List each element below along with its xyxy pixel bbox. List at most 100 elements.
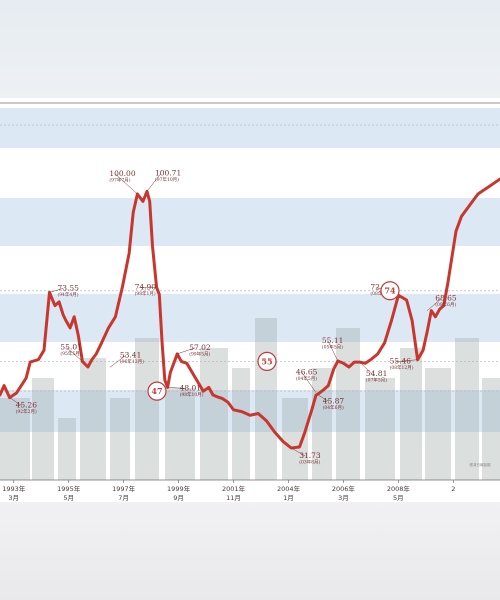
x-tick-year-label: 1999年 (167, 484, 191, 493)
building-silhouette (425, 368, 451, 480)
annotation-value: 100.00 (109, 169, 135, 178)
annotation-date: (05年5月) (322, 343, 343, 350)
x-tick-year-label: 2 (451, 485, 455, 493)
annotation-value: 55.46 (390, 357, 412, 366)
annotation-date: (98年1月) (135, 290, 156, 297)
annotation-value: 54.81 (366, 369, 387, 378)
x-tick-month-label: 1月 (283, 494, 294, 502)
x-tick-year-label: 2001年 (222, 484, 246, 493)
annotation-leader (9, 397, 22, 406)
annotation-value: 55.01 (60, 342, 81, 351)
building-silhouette (336, 328, 360, 480)
x-tick-month-label: 5月 (63, 494, 74, 502)
annotation-value: 72.78 (370, 282, 392, 291)
annotation-leader (359, 361, 373, 375)
annotation-value: 45.26 (16, 401, 38, 410)
annotation-value: 46.65 (296, 367, 318, 376)
annotation-leader (177, 347, 196, 355)
annotation-date: (92年2月) (16, 408, 37, 415)
x-tick-month-label: 3月 (8, 494, 19, 502)
x-tick-month-label: 5月 (393, 494, 404, 502)
annotation-date: (07年5月) (366, 377, 387, 384)
axis-lines (0, 102, 500, 481)
building-silhouette (165, 388, 195, 480)
x-tick-year-label: 2008年 (387, 484, 411, 493)
building-silhouette (58, 418, 76, 480)
building-silhouette (455, 338, 479, 480)
annotation-leader (66, 347, 83, 362)
annotation-value: 53.41 (120, 350, 141, 359)
building-silhouette (80, 358, 106, 480)
annotation-value: 45.87 (323, 396, 345, 405)
annotation-date: (95年5月) (60, 350, 81, 357)
reference-badge-circle (380, 281, 400, 301)
annotation-leader (109, 355, 127, 368)
annotation-value: 48.01 (180, 383, 201, 392)
top-background-band (0, 0, 500, 98)
annotation-leader (327, 340, 339, 362)
credit-text: 經濟日報製圖 (470, 462, 491, 467)
annotation-value: 68.65 (435, 294, 457, 303)
annotation-leader (115, 173, 138, 195)
background-stripe (0, 108, 500, 148)
background-stripe (0, 198, 500, 246)
annotation-date: (97年10月) (155, 176, 179, 183)
x-tick-month-label: 9月 (173, 494, 184, 502)
background-stripe (0, 390, 500, 432)
annotation-value: 73.55 (57, 283, 79, 292)
series-group (0, 177, 500, 450)
annotation-value: 100.71 (155, 168, 181, 177)
building-silhouette (400, 348, 422, 480)
annotation-date: (99年5月) (189, 350, 210, 357)
x-tick-month-label: 11月 (226, 494, 241, 502)
reference-badge-label: 47 (151, 386, 162, 396)
annotation-date: (96年12月) (120, 358, 144, 365)
building-silhouette (110, 398, 130, 480)
annotation-leader (49, 288, 64, 293)
annotation-value: 57.02 (189, 343, 211, 352)
index-line-chart: 45.26(92年2月) 73.55(94年4月) 55.01(95年5月) 53.4… (0, 102, 500, 502)
building-silhouette (200, 348, 228, 480)
annotation-leader (427, 298, 442, 311)
annotation-date: (09年6月) (435, 301, 456, 308)
annotation-value: 31.73 (299, 451, 321, 460)
background-stripes (0, 108, 500, 432)
reference-badge-circle (257, 351, 277, 371)
building-silhouette (135, 338, 159, 480)
x-tick-year-label: 2006年 (332, 484, 356, 493)
x-tick-year-label: 1995年 (57, 484, 81, 493)
reference-badge-circle (147, 381, 167, 401)
bottom-background-band (0, 502, 500, 600)
annotation-leader (167, 387, 186, 389)
annotation-date: (04年5月) (296, 375, 317, 382)
x-tick-month-label: 3月 (338, 494, 349, 502)
building-silhouette (0, 398, 30, 480)
annotation-date: (98年10月) (180, 391, 204, 398)
building-silhouette (232, 368, 250, 480)
building-silhouette (365, 378, 395, 480)
annotation-leader (146, 173, 162, 192)
annotation-date: (04年6月) (323, 404, 344, 411)
annotation-date: (94年4月) (57, 291, 78, 298)
annotations-group: 45.26(92年2月) 73.55(94年4月) 55.01(95年5月) 53.4… (9, 168, 457, 465)
x-tick-year-label: 2004年 (277, 484, 301, 493)
annotation-value: 74.90 (135, 282, 157, 291)
x-tick-year-label: 1993年 (2, 484, 26, 493)
building-silhouette (255, 318, 277, 480)
series-line-0 (0, 177, 500, 450)
building-silhouette (32, 378, 54, 480)
annotation-date: (08年12月) (390, 364, 414, 371)
chart-panel: 45.26 (92年2月) 73.55 (94年4月) 55.01 (95年5月) 53.4… (0, 98, 500, 502)
annotation-leader (318, 395, 329, 402)
reference-badge-label: 55 (261, 356, 272, 366)
reference-badge-label: 74 (384, 286, 396, 296)
reference-badges: 74 55 47 (147, 281, 400, 401)
background-stripe (0, 294, 500, 342)
annotation-date: (03年8月) (299, 458, 320, 465)
building-silhouette (282, 398, 308, 480)
reference-lines (0, 124, 500, 392)
annotation-value: 55.11 (322, 336, 343, 345)
annotation-leader (301, 372, 317, 393)
annotation-leader (291, 447, 306, 457)
x-tick-month-label: 7月 (118, 494, 129, 502)
